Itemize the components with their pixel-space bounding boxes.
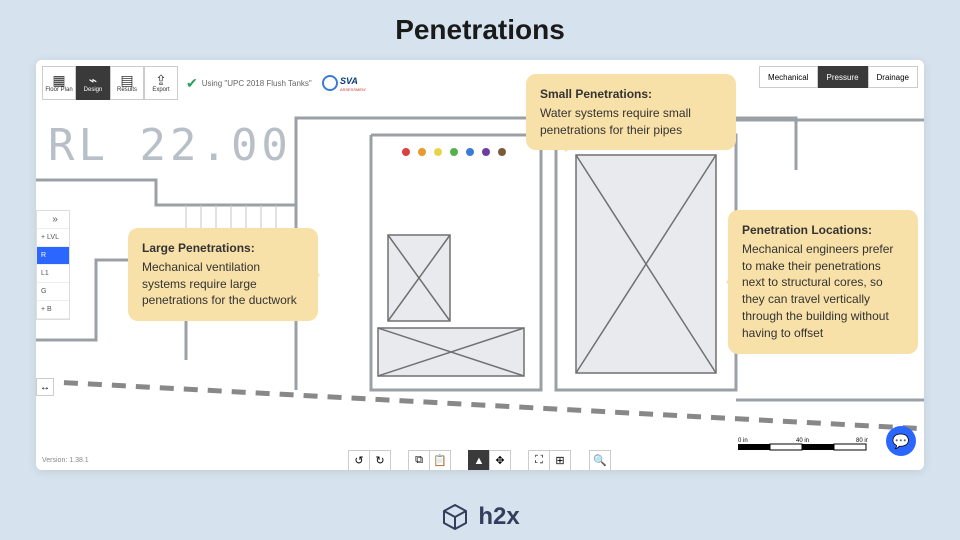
level-item-l1[interactable]: L1 <box>37 265 69 283</box>
svg-text:RL 22.00: RL 22.00 <box>48 120 292 171</box>
level-collapse[interactable]: » <box>37 211 69 229</box>
search-button[interactable]: 🔍 <box>589 450 611 471</box>
callout-small: Small Penetrations: Water systems requir… <box>526 74 736 150</box>
svg-text:0 in: 0 in <box>738 438 748 444</box>
results-icon: ▤ <box>120 73 133 87</box>
redo-button[interactable]: ↻ <box>369 450 391 471</box>
scale-ruler: 0 in 40 in 80 in <box>738 436 868 456</box>
callout-large-body: Mechanical ventilation systems require l… <box>142 260 297 308</box>
validation-text: ✔ Using "UPC 2018 Flush Tanks" <box>186 66 312 100</box>
check-icon: ✔ <box>186 75 198 92</box>
floorplan-button[interactable]: ▦ Floor Plan <box>42 66 76 100</box>
pan-button[interactable]: ✥ <box>489 450 511 471</box>
tab-pressure[interactable]: Pressure <box>818 66 868 88</box>
copy-button[interactable]: ⧉ <box>408 450 430 471</box>
cube-icon <box>440 502 470 532</box>
export-label: Export <box>152 87 169 93</box>
top-toolbar: ▦ Floor Plan ⌁ Design ▤ Results ⇪ Export… <box>42 66 366 100</box>
level-item-g[interactable]: G <box>37 283 69 301</box>
fullscreen-button[interactable]: ⛶ <box>528 450 550 471</box>
svg-text:ASSESSMENT: ASSESSMENT <box>340 87 366 92</box>
pointer-button[interactable]: ▲ <box>468 450 490 471</box>
footer-brand: h2x <box>478 503 519 531</box>
app-screenshot: RL 22.00 <box>36 60 924 470</box>
level-item-lvl[interactable]: + LVL <box>37 229 69 247</box>
sva-badge: SVA ASSESSMENT <box>320 66 366 100</box>
callout-locations: Penetration Locations: Mechanical engine… <box>728 210 918 354</box>
undo-button[interactable]: ↺ <box>348 450 370 471</box>
svg-text:80 in: 80 in <box>856 438 868 444</box>
paste-button[interactable]: 📋 <box>429 450 451 471</box>
callout-large-title: Large Penetrations: <box>142 240 304 257</box>
chat-button[interactable]: 💬 <box>886 426 916 456</box>
callout-small-body: Water systems require small penetrations… <box>540 106 691 137</box>
callout-locations-title: Penetration Locations: <box>742 222 904 239</box>
export-icon: ⇪ <box>155 73 167 87</box>
floorplan-label: Floor Plan <box>45 87 72 93</box>
design-button[interactable]: ⌁ Design <box>76 66 110 100</box>
validation-label: Using "UPC 2018 Flush Tanks" <box>202 79 312 88</box>
footer-logo: h2x <box>0 502 960 532</box>
level-item-b[interactable]: + B <box>37 301 69 319</box>
center-tools: ↺ ↻ ⧉ 📋 ▲ ✥ ⛶ ⊞ 🔍 <box>349 450 611 471</box>
svg-text:SVA: SVA <box>340 76 358 86</box>
design-label: Design <box>84 87 103 93</box>
svg-text:40 in: 40 in <box>796 438 809 444</box>
callout-large: Large Penetrations: Mechanical ventilati… <box>128 228 318 321</box>
callout-locations-body: Mechanical engineers prefer to make thei… <box>742 242 893 340</box>
expand-button[interactable]: ↔ <box>36 378 54 396</box>
right-tabs: Mechanical Pressure Drainage <box>759 66 918 88</box>
grid-button[interactable]: ⊞ <box>549 450 571 471</box>
design-icon: ⌁ <box>89 73 97 87</box>
export-button[interactable]: ⇪ Export <box>144 66 178 100</box>
results-label: Results <box>117 87 137 93</box>
callout-small-title: Small Penetrations: <box>540 86 722 103</box>
bottom-toolbar: Version: 1.38.1 ↺ ↻ ⧉ 📋 ▲ ✥ ⛶ ⊞ 🔍 <box>36 457 924 464</box>
level-sidebar: » + LVL R L1 G + B <box>36 210 70 320</box>
tab-mechanical[interactable]: Mechanical <box>759 66 817 88</box>
page-title: Penetrations <box>0 0 960 56</box>
results-button[interactable]: ▤ Results <box>110 66 144 100</box>
level-item-r[interactable]: R <box>37 247 69 265</box>
floorplan-icon: ▦ <box>52 73 65 87</box>
tab-drainage[interactable]: Drainage <box>868 66 918 88</box>
version-label: Version: 1.38.1 <box>42 457 89 464</box>
